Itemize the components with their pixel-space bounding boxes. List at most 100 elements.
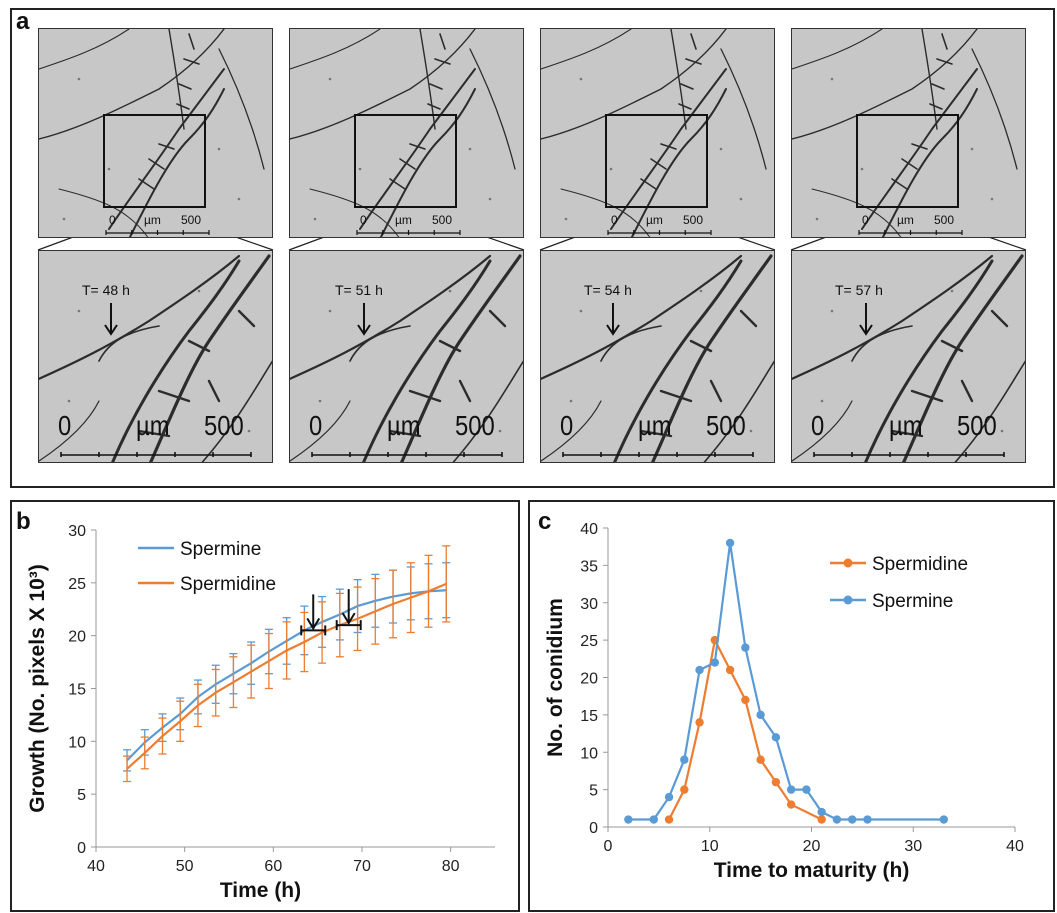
hypha-5	[971, 48, 1018, 170]
speck-5	[719, 147, 723, 151]
hypha-4	[168, 29, 185, 130]
scale-unit-label-large: µm	[387, 410, 421, 441]
hypha-1	[541, 254, 743, 380]
scale-unit-label: µm	[646, 213, 663, 227]
hypha-3	[379, 88, 476, 237]
speck-4	[815, 217, 819, 221]
hypha-2	[610, 68, 727, 230]
overview-tile-2	[289, 28, 524, 238]
hypha-6	[792, 29, 883, 70]
overview-tile-3	[540, 28, 775, 238]
speck-2	[358, 167, 362, 171]
hypha-2	[362, 259, 492, 462]
scale-max-label: 500	[683, 213, 704, 227]
hypha-1	[290, 29, 476, 140]
hypha-9	[187, 339, 211, 353]
panel-c-letter: c	[538, 508, 552, 535]
speck-3	[739, 197, 743, 201]
hypha-3	[128, 88, 225, 237]
hypha-5	[720, 48, 767, 170]
scale-max-label-large: 500	[957, 410, 997, 441]
speck-3	[820, 399, 824, 403]
hypha-5	[851, 325, 913, 362]
hypha-11	[739, 309, 758, 328]
hypha-4	[452, 360, 523, 462]
hypha-2	[613, 259, 743, 462]
hypha-3	[400, 254, 522, 462]
hypha-11	[488, 309, 507, 328]
hypha-8	[388, 429, 422, 438]
hypha-4	[921, 29, 938, 130]
hypha-7	[910, 389, 944, 403]
hypha-6	[290, 400, 351, 462]
hypha-1	[39, 254, 241, 380]
scale-zero-label: 0	[360, 213, 367, 227]
panel-b-frame	[10, 500, 520, 912]
speck-1	[579, 309, 583, 313]
speck-4	[1000, 429, 1004, 433]
speck-1	[77, 77, 81, 81]
speck-2	[107, 167, 111, 171]
hypha-8	[176, 33, 200, 110]
scale-zero-label-large: 0	[811, 410, 825, 441]
hypha-2	[861, 68, 978, 230]
arrow-head	[606, 324, 620, 336]
hypha-9	[438, 339, 462, 353]
hypha-10	[207, 379, 221, 403]
scale-zero-label-large: 0	[58, 410, 72, 441]
zoom-image	[39, 254, 272, 462]
speck-2	[860, 167, 864, 171]
zoom-tile-1	[38, 250, 273, 463]
hypha-1	[792, 254, 994, 380]
arrow-head	[859, 324, 873, 336]
scale-unit-label: µm	[897, 213, 914, 227]
scale-max-label: 500	[432, 213, 453, 227]
scale-unit-label: µm	[144, 213, 161, 227]
hypha-5	[600, 325, 662, 362]
hypha-1	[39, 29, 225, 140]
speck-3	[318, 399, 322, 403]
scale-max-label-large: 500	[204, 410, 244, 441]
hypha-6	[792, 400, 853, 462]
hypha-11	[237, 309, 256, 328]
hypha-1	[290, 254, 492, 380]
scale-max-label-large: 500	[455, 410, 495, 441]
hypha-4	[703, 360, 774, 462]
speck-2	[699, 289, 703, 293]
hypha-7	[157, 389, 191, 403]
speck-2	[950, 289, 954, 293]
speck-4	[62, 217, 66, 221]
scale-max-label: 500	[181, 213, 202, 227]
speck-1	[830, 77, 834, 81]
hyphae-drawing	[39, 254, 272, 462]
zoom-image	[541, 254, 774, 462]
hypha-5	[218, 48, 265, 170]
speck-5	[970, 147, 974, 151]
hypha-3	[902, 254, 1024, 462]
zoom-image	[290, 254, 523, 462]
hypha-1	[792, 29, 978, 140]
hypha-9	[940, 339, 964, 353]
hyphae-drawing	[792, 29, 1018, 237]
scale-unit-label-large: µm	[136, 410, 170, 441]
zoom-tile-4	[791, 250, 1026, 463]
hypha-4	[201, 360, 272, 462]
hypha-3	[881, 88, 978, 237]
speck-3	[990, 197, 994, 201]
speck-3	[569, 399, 573, 403]
hypha-1	[541, 29, 727, 140]
zoom-region-box	[856, 114, 959, 208]
speck-1	[579, 77, 583, 81]
hypha-10	[709, 379, 723, 403]
scale-max-label-large: 500	[706, 410, 746, 441]
scale-zero-label: 0	[109, 213, 116, 227]
hypha-8	[929, 33, 953, 110]
speck-2	[609, 167, 613, 171]
hypha-3	[651, 254, 773, 462]
scale-zero-label-large: 0	[560, 410, 574, 441]
scale-unit-label-large: µm	[638, 410, 672, 441]
hypha-6	[541, 400, 602, 462]
hypha-9	[640, 143, 677, 190]
overview-image	[39, 29, 265, 237]
zoom-region-box	[605, 114, 708, 208]
